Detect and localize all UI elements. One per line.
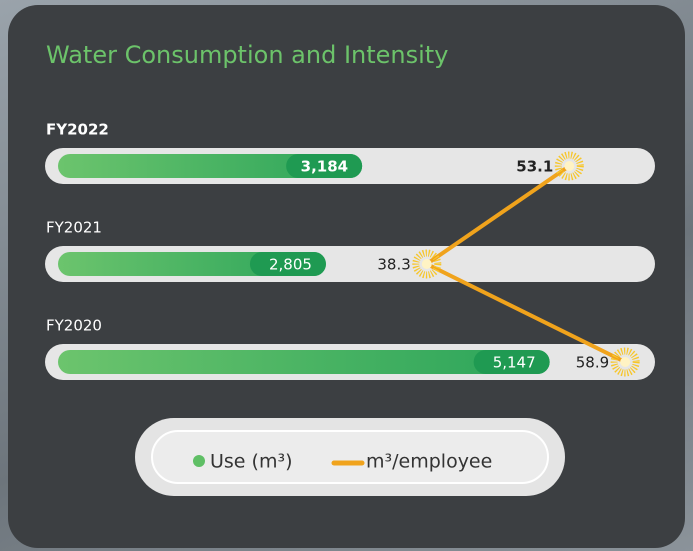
point	[421, 259, 432, 269]
category-label: FY2022	[46, 121, 109, 139]
chart-title: Water Consumption and Intensity	[46, 41, 448, 69]
bar-end	[249, 252, 326, 276]
value-label: 3,184	[301, 158, 348, 176]
intensity-label: 38.3	[377, 256, 410, 274]
bar	[58, 154, 363, 178]
category-label: FY2021	[46, 219, 102, 237]
bar-end	[286, 154, 363, 178]
value-label: 2,805	[269, 256, 312, 274]
bar	[58, 350, 550, 374]
intensity-label: 58.9	[576, 354, 609, 372]
legend-swatch	[193, 455, 205, 467]
category-label: FY2020	[46, 317, 102, 335]
legend-label: m³/employee	[366, 451, 492, 473]
point-glow	[610, 347, 640, 377]
value-label: 5,147	[493, 354, 536, 372]
point	[620, 357, 631, 367]
legend-label: Use (m³)	[210, 451, 293, 473]
legend-inner	[151, 430, 549, 484]
point	[564, 161, 575, 171]
point-glow	[412, 249, 442, 279]
bar-end	[473, 350, 550, 374]
intensity-label: 53.1	[516, 158, 553, 176]
point-glow	[554, 151, 584, 181]
